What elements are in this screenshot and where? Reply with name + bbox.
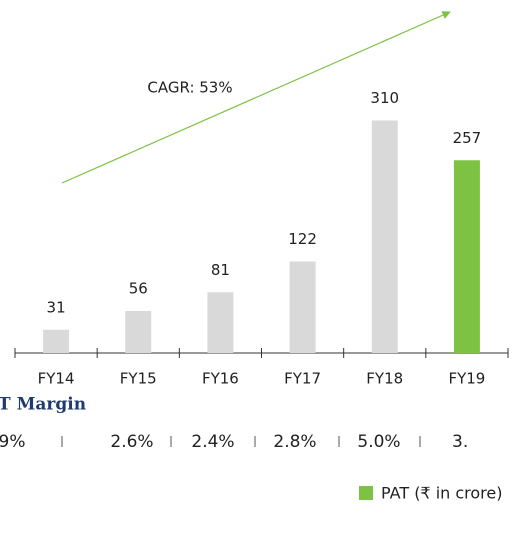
bar: [289, 261, 316, 353]
x-tick-label: FY16: [202, 370, 239, 388]
bar: [453, 160, 480, 353]
value-label: 56: [129, 280, 148, 298]
value-label: 31: [47, 298, 66, 316]
margin-value: 9%: [0, 432, 25, 452]
x-tick-label: FY19: [448, 370, 485, 388]
bar: [371, 120, 398, 353]
margin-value: 3.: [452, 432, 468, 452]
bar: [125, 311, 152, 353]
cagr-arrow: [61, 11, 451, 184]
legend-label: PAT (₹ in crore): [381, 484, 503, 503]
x-tick-label: FY15: [120, 370, 157, 388]
value-label: 257: [453, 129, 482, 147]
margin-value: 5.0%: [357, 432, 400, 452]
margin-title: T Margin: [0, 395, 86, 415]
bar: [43, 329, 70, 353]
bar: [207, 292, 234, 353]
x-tick-label: FY17: [284, 370, 321, 388]
value-label: 310: [370, 89, 399, 107]
x-tick-label: FY18: [366, 370, 403, 388]
margin-value: 2.6%: [110, 432, 153, 452]
legend-swatch: [359, 486, 373, 500]
annotation: CAGR: 53%: [147, 79, 232, 97]
value-label: 81: [211, 261, 230, 279]
x-tick-label: FY14: [38, 370, 75, 388]
margin-value: 2.4%: [191, 432, 234, 452]
value-label: 122: [288, 230, 317, 248]
margin-value: 2.8%: [273, 432, 316, 452]
